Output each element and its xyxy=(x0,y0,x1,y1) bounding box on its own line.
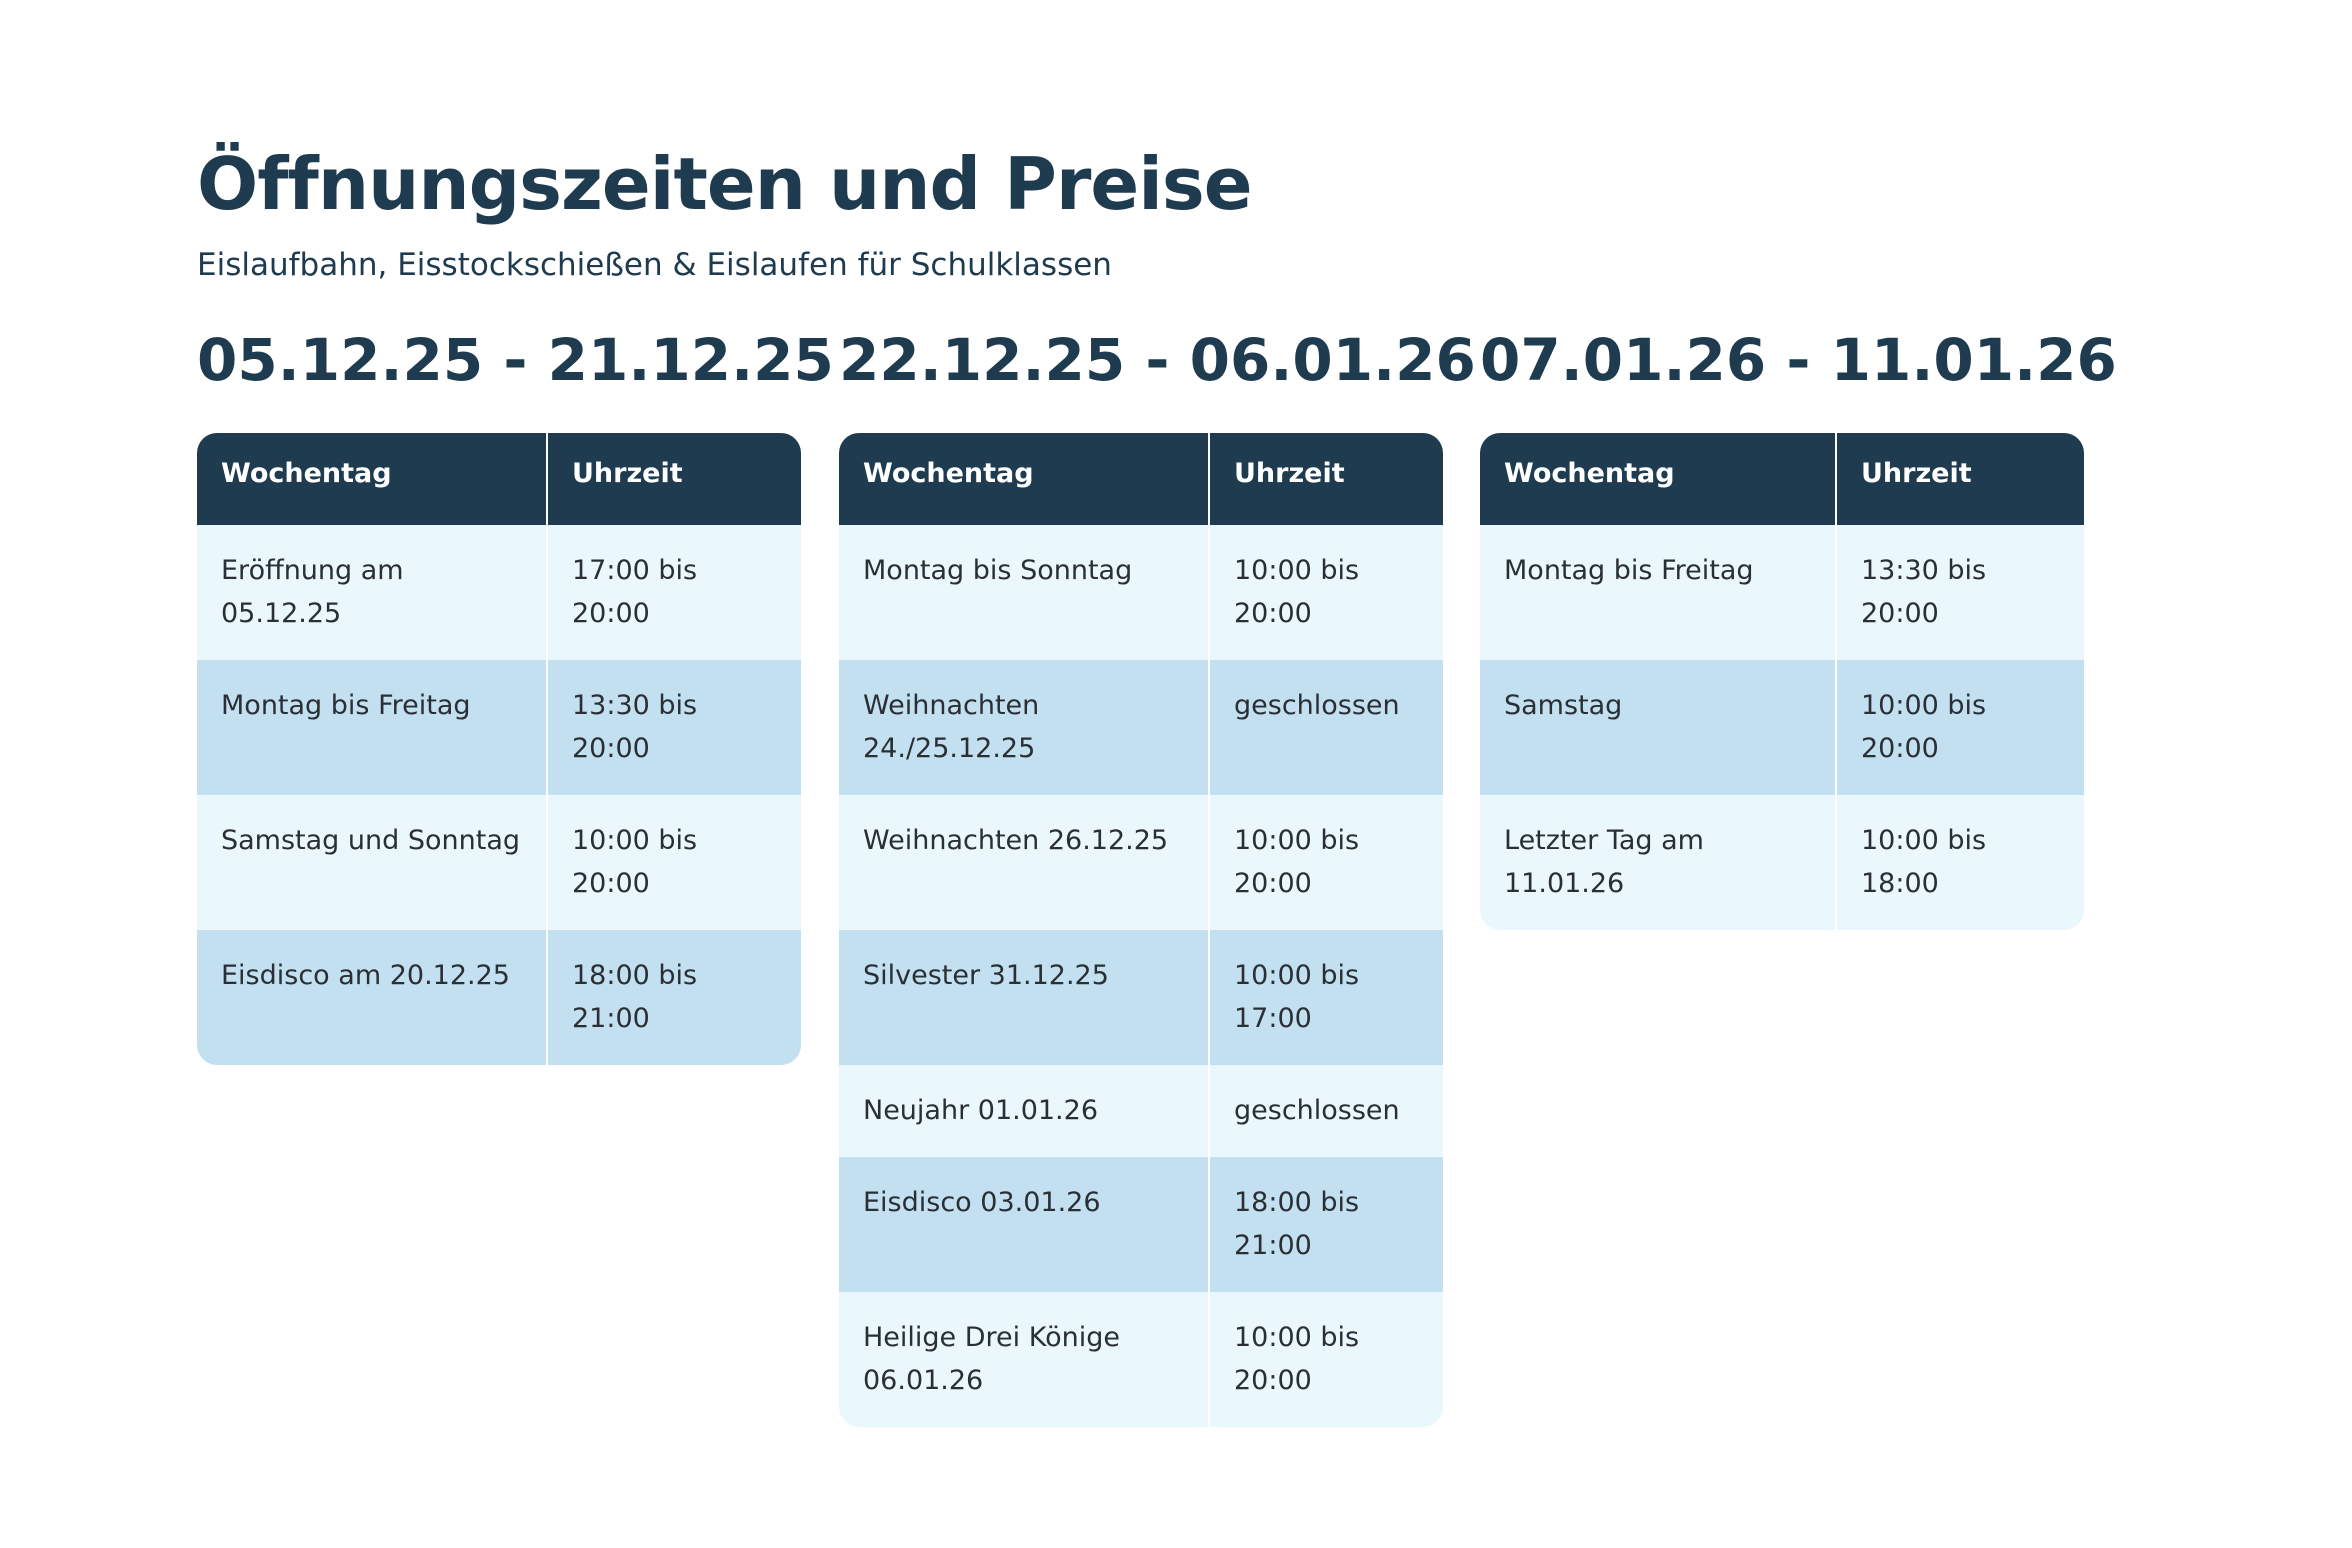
column-header-time: Uhrzeit xyxy=(546,433,801,525)
weekday-cell: Silvester 31.12.25 xyxy=(839,930,1209,1065)
table-row: Weihnachten 26.12.25 10:00 bis 20:00 xyxy=(839,795,1443,930)
table-row: Letzter Tag am 11.01.26 10:00 bis 18:00 xyxy=(1480,795,2084,930)
period-heading: 07.01.26 - 11.01.26 xyxy=(1480,326,2117,394)
column-header-weekday: Wochentag xyxy=(1480,433,1836,525)
table-row: Silvester 31.12.25 10:00 bis 17:00 xyxy=(839,930,1443,1065)
weekday-cell: Eröffnung am 05.12.25 xyxy=(197,525,547,660)
time-cell: 18:00 bis 21:00 xyxy=(546,930,801,1065)
table-row: Eisdisco 03.01.26 18:00 bis 21:00 xyxy=(839,1157,1443,1292)
period-section-2: 22.12.25 - 06.01.26 Wochentag Uhrzeit Mo… xyxy=(839,320,1476,1427)
time-cell: geschlossen xyxy=(1208,1065,1443,1157)
column-header-weekday: Wochentag xyxy=(839,433,1209,525)
weekday-cell: Weihnachten 26.12.25 xyxy=(839,795,1209,930)
table-header-row: Wochentag Uhrzeit xyxy=(839,433,1443,525)
time-cell: 10:00 bis 18:00 xyxy=(1835,795,2084,930)
weekday-cell: Weihnachten 24./25.12.25 xyxy=(839,660,1209,795)
table-row: Eisdisco am 20.12.25 18:00 bis 21:00 xyxy=(197,930,801,1065)
weekday-cell: Montag bis Freitag xyxy=(1480,525,1836,660)
weekday-cell: Montag bis Sonntag xyxy=(839,525,1209,660)
time-cell: 10:00 bis 17:00 xyxy=(1208,930,1443,1065)
time-cell: 17:00 bis 20:00 xyxy=(546,525,801,660)
weekday-cell: Letzter Tag am 11.01.26 xyxy=(1480,795,1836,930)
time-cell: 10:00 bis 20:00 xyxy=(546,795,801,930)
time-cell: 13:30 bis 20:00 xyxy=(1835,525,2084,660)
weekday-cell: Montag bis Freitag xyxy=(197,660,547,795)
period-heading: 22.12.25 - 06.01.26 xyxy=(839,326,1476,394)
column-header-time: Uhrzeit xyxy=(1208,433,1443,525)
time-cell: geschlossen xyxy=(1208,660,1443,795)
table-row: Heilige Drei Könige 06.01.26 10:00 bis 2… xyxy=(839,1292,1443,1427)
table-row: Montag bis Freitag 13:30 bis 20:00 xyxy=(197,660,801,795)
table-header-row: Wochentag Uhrzeit xyxy=(1480,433,2084,525)
table-row: Samstag 10:00 bis 20:00 xyxy=(1480,660,2084,795)
table-row: Montag bis Freitag 13:30 bis 20:00 xyxy=(1480,525,2084,660)
time-cell: 13:30 bis 20:00 xyxy=(546,660,801,795)
weekday-cell: Heilige Drei Könige 06.01.26 xyxy=(839,1292,1209,1427)
weekday-cell: Eisdisco 03.01.26 xyxy=(839,1157,1209,1292)
schedule-table: Wochentag Uhrzeit Montag bis Sonntag 10:… xyxy=(839,433,1443,1427)
table-row: Eröffnung am 05.12.25 17:00 bis 20:00 xyxy=(197,525,801,660)
period-heading: 05.12.25 - 21.12.25 xyxy=(197,326,834,394)
time-cell: 10:00 bis 20:00 xyxy=(1208,525,1443,660)
page-title: Öffnungszeiten und Preise xyxy=(197,142,1253,226)
period-section-1: 05.12.25 - 21.12.25 Wochentag Uhrzeit Er… xyxy=(197,320,834,1065)
table-row: Montag bis Sonntag 10:00 bis 20:00 xyxy=(839,525,1443,660)
time-cell: 10:00 bis 20:00 xyxy=(1208,1292,1443,1427)
weekday-cell: Samstag xyxy=(1480,660,1836,795)
table-row: Weihnachten 24./25.12.25 geschlossen xyxy=(839,660,1443,795)
weekday-cell: Neujahr 01.01.26 xyxy=(839,1065,1209,1157)
column-header-weekday: Wochentag xyxy=(197,433,547,525)
schedule-table: Wochentag Uhrzeit Eröffnung am 05.12.25 … xyxy=(197,433,801,1065)
weekday-cell: Eisdisco am 20.12.25 xyxy=(197,930,547,1065)
page-subtitle: Eislaufbahn, Eisstockschießen & Eislaufe… xyxy=(197,247,1112,283)
column-header-time: Uhrzeit xyxy=(1835,433,2084,525)
time-cell: 18:00 bis 21:00 xyxy=(1208,1157,1443,1292)
table-row: Neujahr 01.01.26 geschlossen xyxy=(839,1065,1443,1157)
period-section-3: 07.01.26 - 11.01.26 Wochentag Uhrzeit Mo… xyxy=(1480,320,2117,930)
time-cell: 10:00 bis 20:00 xyxy=(1208,795,1443,930)
table-row: Samstag und Sonntag 10:00 bis 20:00 xyxy=(197,795,801,930)
table-header-row: Wochentag Uhrzeit xyxy=(197,433,801,525)
weekday-cell: Samstag und Sonntag xyxy=(197,795,547,930)
time-cell: 10:00 bis 20:00 xyxy=(1835,660,2084,795)
schedule-table: Wochentag Uhrzeit Montag bis Freitag 13:… xyxy=(1480,433,2084,930)
